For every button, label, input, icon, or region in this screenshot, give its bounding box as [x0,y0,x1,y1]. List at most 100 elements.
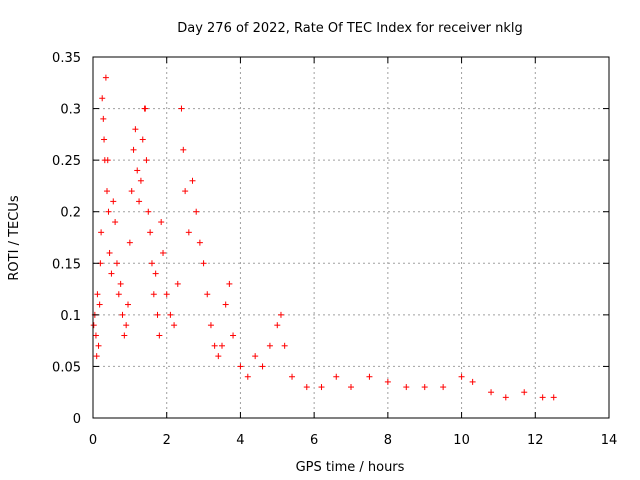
data-point [219,342,225,349]
data-point [318,384,325,391]
data-point [137,177,144,184]
data-point [110,198,117,205]
data-point [289,373,296,380]
data-point [469,378,476,385]
data-point [96,301,103,308]
y-tick-label: 0.25 [52,154,81,169]
data-point [215,353,222,360]
x-axis-label: GPS time / hours [296,460,405,475]
data-point [230,332,237,339]
data-point [132,126,139,133]
data-point [226,280,233,287]
data-point [550,394,557,401]
data-point [143,157,150,164]
data-point [94,291,101,298]
data-point [207,322,214,329]
y-tick-label: 0.05 [52,360,81,375]
data-point [113,260,120,267]
data-point [440,384,447,391]
x-tick-label: 14 [601,433,618,448]
data-point [488,389,495,396]
data-point [100,115,107,122]
data-point [266,342,273,349]
data-point [237,363,244,370]
data-point [281,342,288,349]
data-point [196,239,203,246]
data-point [259,363,266,370]
data-point [128,188,135,195]
data-point [101,136,108,143]
axis-ticks [92,56,610,419]
x-tick-label: 12 [527,433,544,448]
x-tick-label: 2 [163,433,171,448]
data-point [185,229,192,236]
data-point [95,342,102,349]
data-point [180,146,187,153]
y-axis-label: ROTI / TECUs [7,195,22,280]
data-point [154,311,161,318]
data-point [458,373,465,380]
x-tick-label: 8 [384,433,392,448]
data-point [104,188,111,195]
data-point [99,95,106,102]
data-point [147,229,154,236]
data-point [148,260,155,267]
data-point [93,353,100,360]
data-point [403,384,410,391]
y-tick-labels: 0 0.05 0.1 0.15 0.2 0.25 0.3 0.35 [52,51,81,427]
x-tick-label: 4 [236,433,244,448]
data-point [112,219,119,226]
x-tick-labels: 0 2 4 6 8 10 12 14 [89,433,617,448]
data-point [98,229,105,236]
data-point [130,146,137,153]
plot-frame [92,56,610,419]
data-point [158,219,165,226]
data-point [182,188,189,195]
data-point [244,373,251,380]
data-point [204,291,211,298]
data-point [139,136,146,143]
x-tick-label: 10 [453,433,470,448]
data-point [115,291,122,298]
data-point [193,208,200,215]
data-point [348,384,354,391]
y-tick-label: 0.3 [60,103,81,118]
data-point [521,389,528,396]
data-point [145,208,152,215]
data-point [126,239,133,246]
y-tick-label: 0.1 [60,309,81,324]
data-point [105,208,112,215]
data-point [171,322,178,329]
data-point [104,157,111,164]
data-point [123,322,130,329]
data-point [160,249,167,256]
data-point [333,373,340,380]
data-point [134,167,141,174]
data-point [92,332,99,339]
data-point [119,311,126,318]
x-tick-label: 6 [310,433,318,448]
grid [93,57,609,418]
data-point [421,384,428,391]
chart-title: Day 276 of 2022, Rate Of TEC Index for r… [177,21,523,36]
data-point [106,249,113,256]
data-point [222,301,229,308]
y-tick-label: 0.2 [60,206,81,221]
y-tick-label: 0 [73,412,81,427]
data-point [252,353,259,360]
data-point [150,291,157,298]
data-point [502,394,509,401]
data-point [174,280,181,287]
data-point [303,384,310,391]
data-point [189,177,196,184]
data-point [102,74,109,81]
data-point [167,311,174,318]
data-point [366,373,373,380]
data-point [211,342,218,349]
data-point [121,332,128,339]
data-point [277,311,284,318]
data-point [142,105,149,112]
data-point [539,394,546,401]
data-point [136,198,143,205]
